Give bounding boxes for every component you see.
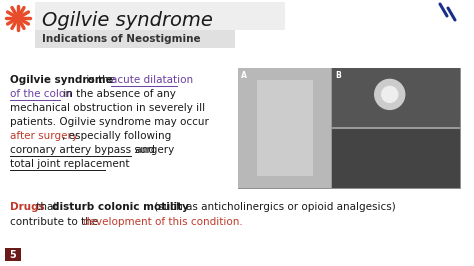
FancyBboxPatch shape: [35, 2, 285, 30]
FancyBboxPatch shape: [5, 248, 21, 261]
Text: acute dilatation: acute dilatation: [111, 75, 193, 85]
Text: , especially following: , especially following: [62, 131, 171, 141]
Text: .: .: [106, 159, 109, 169]
Text: disturb colonic motility: disturb colonic motility: [52, 202, 189, 212]
FancyBboxPatch shape: [256, 80, 312, 176]
Text: Ogilvie syndrome: Ogilvie syndrome: [10, 75, 113, 85]
Text: total joint replacement: total joint replacement: [10, 159, 129, 169]
Circle shape: [375, 79, 405, 109]
FancyBboxPatch shape: [238, 68, 460, 188]
Text: in the absence of any: in the absence of any: [60, 89, 176, 99]
Text: development of this condition.: development of this condition.: [83, 217, 243, 227]
Text: coronary artery bypass surgery: coronary artery bypass surgery: [10, 145, 174, 155]
Text: patients. Ogilvie syndrome may occur: patients. Ogilvie syndrome may occur: [10, 117, 209, 127]
FancyBboxPatch shape: [332, 129, 460, 188]
Text: (such as anticholinergics or opioid analgesics): (such as anticholinergics or opioid anal…: [151, 202, 396, 212]
Text: of the colon: of the colon: [10, 89, 72, 99]
Text: mechanical obstruction in severely ill: mechanical obstruction in severely ill: [10, 103, 205, 113]
FancyBboxPatch shape: [332, 68, 460, 127]
FancyBboxPatch shape: [35, 30, 235, 48]
Text: Drugs: Drugs: [10, 202, 45, 212]
Text: 5: 5: [9, 250, 17, 260]
Text: B: B: [335, 71, 341, 80]
Text: Indications of Neostigmine: Indications of Neostigmine: [42, 34, 201, 44]
Text: that: that: [33, 202, 61, 212]
Text: contribute to the: contribute to the: [10, 217, 101, 227]
Text: and: and: [132, 145, 155, 155]
Text: after surgery: after surgery: [10, 131, 78, 141]
FancyBboxPatch shape: [238, 68, 331, 188]
Text: A: A: [241, 71, 247, 80]
Circle shape: [382, 86, 398, 102]
Text: is the: is the: [83, 75, 118, 85]
Text: Ogilvie syndrome: Ogilvie syndrome: [42, 10, 213, 30]
